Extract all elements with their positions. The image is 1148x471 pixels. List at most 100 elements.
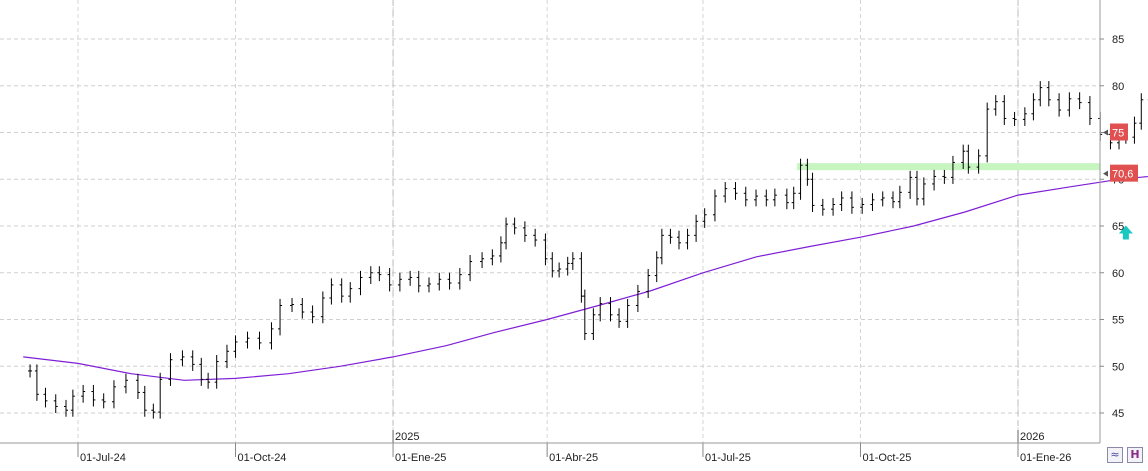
price-bar xyxy=(831,198,835,216)
price-bar xyxy=(1132,117,1136,144)
x-tick-label: 01-Ene-26 xyxy=(1020,452,1071,464)
price-bar xyxy=(102,393,106,408)
price-bar xyxy=(359,271,363,295)
price-label-pointer xyxy=(1103,171,1108,177)
price-bar xyxy=(598,297,602,321)
price-bar xyxy=(311,305,315,323)
price-bar xyxy=(773,189,777,207)
price-bar xyxy=(35,364,39,400)
price-bar xyxy=(151,404,155,419)
price-bar xyxy=(533,229,537,247)
price-bar xyxy=(158,373,162,419)
price-bar xyxy=(191,350,195,371)
price-bar xyxy=(215,355,219,389)
price-bar xyxy=(733,182,737,200)
price-bar xyxy=(754,190,758,207)
price-bar xyxy=(557,262,561,277)
price-bar xyxy=(81,385,85,403)
price-bar xyxy=(571,252,575,270)
y-tick-label: 60 xyxy=(1112,268,1124,280)
price-bar xyxy=(1088,96,1092,125)
price-bar xyxy=(340,278,344,302)
price-bar xyxy=(504,218,508,250)
price-bar xyxy=(694,215,698,242)
price-bar xyxy=(206,373,210,389)
price-bar xyxy=(329,278,333,304)
year-label: 2026 xyxy=(1020,431,1044,443)
price-bar xyxy=(369,266,373,284)
year-label: 2025 xyxy=(395,431,419,443)
support-band xyxy=(797,163,1100,170)
y-tick-label: 55 xyxy=(1112,315,1124,327)
price-bar xyxy=(922,177,926,205)
moving-average-path xyxy=(23,174,1148,381)
price-bar xyxy=(499,236,503,262)
price-bar xyxy=(870,193,874,211)
price-bar xyxy=(1031,93,1035,120)
price-bar xyxy=(112,380,116,408)
price-bars xyxy=(28,16,1148,419)
price-bar xyxy=(257,332,261,350)
price-bar xyxy=(850,191,854,213)
price-bar xyxy=(881,191,885,206)
price-bar xyxy=(1057,93,1061,116)
price-bar xyxy=(655,251,659,282)
price-bar xyxy=(199,358,203,386)
price-bar xyxy=(840,191,844,211)
price-bar xyxy=(300,298,304,319)
price-bar xyxy=(660,229,664,265)
x-tick-label: 01-Oct-24 xyxy=(238,452,287,464)
price-bar xyxy=(136,374,140,399)
price-bar xyxy=(64,400,68,417)
y-tick-label: 85 xyxy=(1112,34,1124,46)
price-bar xyxy=(723,182,727,203)
y-tick-label: 80 xyxy=(1112,81,1124,93)
x-tick-label: 01-Jul-24 xyxy=(80,452,126,464)
y-tick-label: 50 xyxy=(1112,361,1124,373)
price-bar xyxy=(427,277,431,292)
price-bar xyxy=(143,386,147,417)
price-bar xyxy=(43,388,47,408)
x-tick-label: 01-Ene-25 xyxy=(395,452,446,464)
price-label-pointer xyxy=(1103,130,1108,136)
price-bar xyxy=(468,255,472,281)
price-bar xyxy=(636,285,640,312)
wave-icon[interactable]: ≈ xyxy=(1107,447,1123,463)
price-bar xyxy=(54,394,58,413)
price-bar xyxy=(1038,81,1042,106)
price-bar xyxy=(246,332,250,349)
price-bar xyxy=(686,229,690,250)
price-bar xyxy=(168,353,172,386)
gridlines xyxy=(0,0,1100,443)
price-bar xyxy=(398,273,402,292)
price-bar xyxy=(234,335,238,357)
price-label-text: 75 xyxy=(1112,128,1124,140)
price-bar xyxy=(278,299,282,335)
price-bar xyxy=(579,252,583,302)
price-bar xyxy=(1023,107,1027,126)
price-bar xyxy=(180,350,184,366)
price-bar xyxy=(821,199,825,216)
moving-average-line xyxy=(23,174,1148,381)
price-label: 70,6 xyxy=(1103,165,1138,182)
price-bar xyxy=(764,190,768,207)
price-bar xyxy=(932,170,936,191)
price-label-text: 70,6 xyxy=(1112,169,1133,181)
price-bar xyxy=(617,308,621,328)
price-bar xyxy=(915,171,919,206)
price-bar xyxy=(1139,93,1143,129)
price-bar xyxy=(1078,92,1082,109)
price-bar xyxy=(608,297,612,321)
price-bar xyxy=(124,374,128,394)
price-bar xyxy=(480,252,484,268)
price-bar xyxy=(891,191,895,208)
price-bar xyxy=(523,221,527,242)
support-zone xyxy=(797,163,1100,170)
y-tick-label: 45 xyxy=(1112,408,1124,420)
price-bar xyxy=(225,345,229,368)
price-label: 75 xyxy=(1103,124,1128,141)
x-tick-label: 01-Abr-25 xyxy=(549,452,598,464)
h-icon[interactable]: H xyxy=(1127,447,1143,463)
